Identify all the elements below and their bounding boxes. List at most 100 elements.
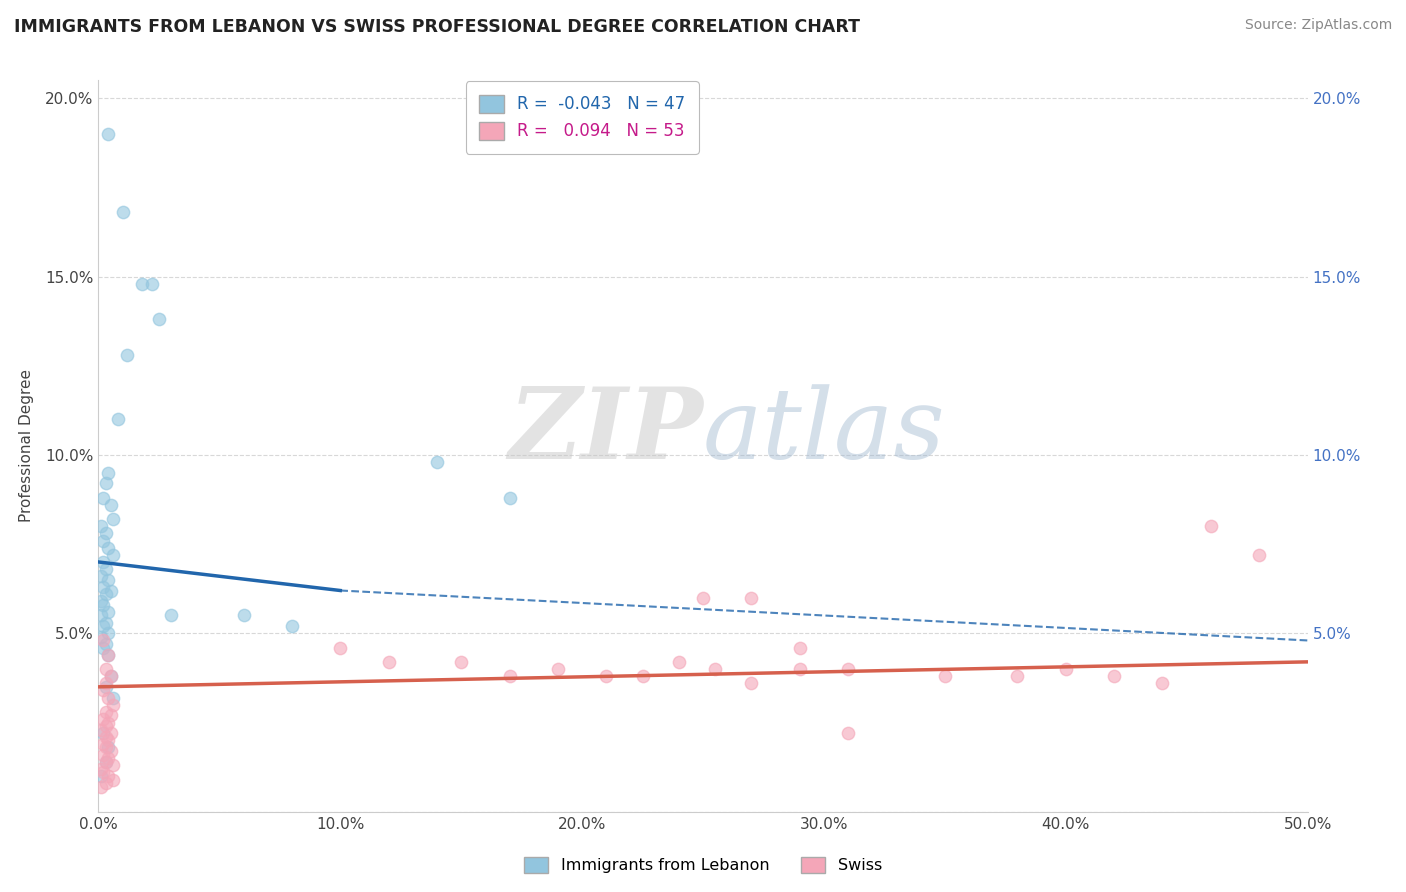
- Point: [97, 626, 120, 640]
- Point: [97, 690, 120, 705]
- Point: [94, 562, 117, 576]
- Point: [160, 608, 183, 623]
- Point: [498, 491, 520, 505]
- Point: [91, 491, 114, 505]
- Point: [377, 655, 399, 669]
- Point: [631, 669, 654, 683]
- Point: [450, 655, 472, 669]
- Point: [97, 740, 120, 755]
- Point: [94, 740, 117, 755]
- Point: [1007, 669, 1029, 683]
- Point: [94, 476, 117, 491]
- Point: [837, 726, 859, 740]
- Legend: R =  -0.043   N = 47, R =   0.094   N = 53: R = -0.043 N = 47, R = 0.094 N = 53: [465, 81, 699, 153]
- Point: [131, 277, 153, 291]
- Point: [91, 555, 114, 569]
- Legend: Immigrants from Lebanon, Swiss: Immigrants from Lebanon, Swiss: [517, 850, 889, 880]
- Point: [91, 640, 114, 655]
- Point: [94, 776, 117, 790]
- Point: [91, 712, 114, 726]
- Point: [90, 519, 112, 533]
- Point: [789, 662, 811, 676]
- Point: [94, 637, 117, 651]
- Point: [1249, 548, 1271, 562]
- Text: atlas: atlas: [703, 384, 946, 479]
- Point: [1199, 519, 1222, 533]
- Point: [704, 662, 727, 676]
- Point: [101, 548, 124, 562]
- Point: [148, 312, 170, 326]
- Point: [94, 662, 117, 676]
- Point: [94, 705, 117, 719]
- Point: [107, 412, 129, 426]
- Point: [94, 680, 117, 694]
- Point: [100, 708, 122, 723]
- Point: [90, 569, 112, 583]
- Point: [90, 630, 112, 644]
- Point: [111, 205, 134, 219]
- Point: [498, 669, 520, 683]
- Point: [91, 683, 114, 698]
- Point: [97, 605, 120, 619]
- Point: [101, 690, 124, 705]
- Point: [934, 669, 956, 683]
- Point: [595, 669, 617, 683]
- Point: [281, 619, 304, 633]
- Point: [94, 587, 117, 601]
- Point: [97, 769, 120, 783]
- Point: [94, 730, 117, 744]
- Point: [101, 512, 124, 526]
- Point: [100, 669, 122, 683]
- Point: [91, 747, 114, 762]
- Point: [837, 662, 859, 676]
- Point: [97, 127, 120, 141]
- Point: [97, 648, 120, 662]
- Point: [97, 715, 120, 730]
- Point: [100, 726, 122, 740]
- Point: [94, 755, 117, 769]
- Point: [90, 769, 112, 783]
- Point: [91, 619, 114, 633]
- Point: [101, 698, 124, 712]
- Point: [547, 662, 569, 676]
- Y-axis label: Professional Degree: Professional Degree: [20, 369, 34, 523]
- Point: [91, 580, 114, 594]
- Point: [91, 533, 114, 548]
- Point: [100, 583, 122, 598]
- Point: [426, 455, 449, 469]
- Point: [117, 348, 139, 362]
- Point: [97, 541, 120, 555]
- Point: [97, 648, 120, 662]
- Point: [97, 733, 120, 747]
- Point: [141, 277, 163, 291]
- Point: [100, 498, 122, 512]
- Point: [100, 744, 122, 758]
- Point: [329, 640, 352, 655]
- Point: [740, 676, 762, 690]
- Point: [101, 772, 124, 787]
- Point: [101, 758, 124, 772]
- Point: [232, 608, 254, 623]
- Point: [91, 598, 114, 612]
- Point: [97, 573, 120, 587]
- Point: [94, 615, 117, 630]
- Point: [789, 640, 811, 655]
- Point: [94, 676, 117, 690]
- Point: [94, 755, 117, 769]
- Point: [91, 765, 114, 780]
- Point: [1152, 676, 1174, 690]
- Point: [91, 633, 114, 648]
- Point: [1054, 662, 1077, 676]
- Point: [91, 737, 114, 751]
- Text: IMMIGRANTS FROM LEBANON VS SWISS PROFESSIONAL DEGREE CORRELATION CHART: IMMIGRANTS FROM LEBANON VS SWISS PROFESS…: [14, 18, 860, 36]
- Point: [91, 726, 114, 740]
- Point: [94, 526, 117, 541]
- Point: [740, 591, 762, 605]
- Text: Source: ZipAtlas.com: Source: ZipAtlas.com: [1244, 18, 1392, 32]
- Point: [668, 655, 690, 669]
- Point: [90, 780, 112, 794]
- Point: [90, 608, 112, 623]
- Point: [1102, 669, 1125, 683]
- Point: [90, 723, 112, 737]
- Point: [90, 762, 112, 776]
